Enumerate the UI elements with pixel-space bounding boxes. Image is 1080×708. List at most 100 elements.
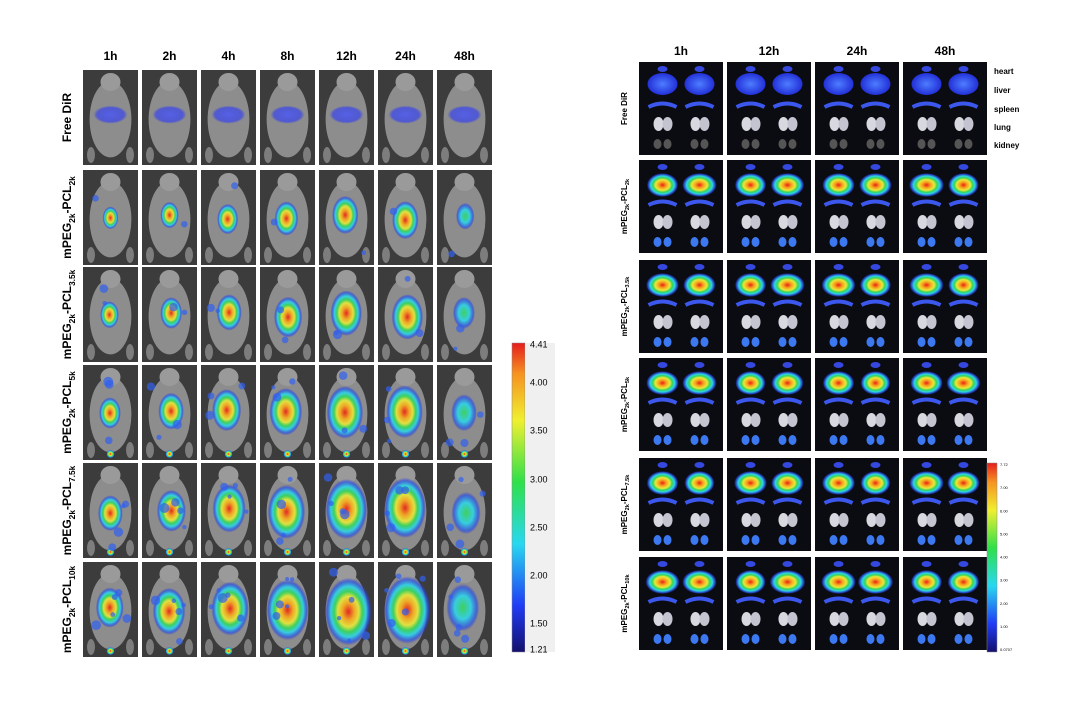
- lung: [875, 612, 886, 626]
- mouse-leg: [264, 344, 272, 360]
- mouse-leg: [87, 247, 95, 263]
- liver: [770, 273, 805, 297]
- row-label-part: mPEG: [620, 210, 629, 234]
- lung: [917, 117, 928, 131]
- lung: [662, 117, 673, 131]
- mouse-head: [100, 270, 121, 288]
- signal: [206, 303, 215, 312]
- signal: [110, 612, 116, 617]
- mouse-leg: [244, 442, 252, 458]
- mouse-head: [100, 565, 121, 583]
- kidney: [829, 535, 838, 545]
- lung: [875, 117, 886, 131]
- mouse-image: [260, 70, 315, 165]
- signal: [338, 371, 348, 380]
- row-label-part: 10k: [625, 573, 631, 583]
- row-label: mPEG2k-PCL5k: [60, 371, 77, 454]
- liver: [682, 173, 717, 197]
- spleen: [735, 397, 766, 405]
- heart: [694, 264, 705, 270]
- organ-image: [639, 358, 723, 451]
- heart: [745, 66, 756, 72]
- organ-label: heart: [994, 67, 1014, 76]
- signal: [146, 382, 156, 391]
- heart: [782, 362, 793, 368]
- kidney: [917, 435, 926, 445]
- kidney: [788, 634, 797, 644]
- heart: [657, 462, 668, 468]
- liver: [822, 371, 855, 395]
- organ-image: [727, 260, 811, 353]
- mouse-image: [260, 463, 315, 558]
- mouse-image: [142, 267, 197, 362]
- kidney: [700, 237, 709, 247]
- mouse-leg: [303, 247, 311, 263]
- signal: [105, 436, 113, 445]
- kidney: [751, 139, 760, 149]
- spleen: [735, 596, 766, 604]
- kidney: [653, 634, 662, 644]
- organ-label: kidney: [994, 141, 1020, 150]
- kidney: [690, 139, 699, 149]
- signal: [287, 476, 293, 482]
- kidney: [927, 139, 936, 149]
- liver: [823, 73, 854, 95]
- mouse-head: [159, 73, 180, 91]
- signal: [404, 275, 411, 282]
- heart: [782, 66, 793, 72]
- signal: [460, 548, 469, 556]
- kidney: [751, 237, 760, 247]
- spleen: [911, 497, 942, 505]
- signal: [447, 105, 482, 124]
- liver: [647, 73, 678, 95]
- mouse-head: [277, 73, 298, 91]
- mouse-image: [319, 170, 374, 265]
- kidney: [829, 634, 838, 644]
- lung: [829, 413, 840, 427]
- mouse-leg: [146, 247, 154, 263]
- signal: [386, 523, 396, 533]
- signal: [477, 411, 484, 418]
- kidney: [788, 535, 797, 545]
- mouse-leg: [146, 639, 154, 655]
- liver: [735, 570, 766, 594]
- signal: [175, 607, 183, 616]
- mouse-head: [454, 368, 475, 386]
- signal: [284, 604, 290, 609]
- kidney: [778, 237, 787, 247]
- kidney: [866, 337, 875, 347]
- signal: [415, 329, 424, 337]
- mouse-leg: [303, 442, 311, 458]
- mouse-leg: [244, 639, 252, 655]
- heart: [833, 164, 844, 170]
- kidney: [866, 535, 875, 545]
- mouse-image: [260, 170, 315, 265]
- liver: [734, 173, 767, 197]
- mouse-leg: [421, 344, 429, 360]
- mouse-leg: [441, 639, 449, 655]
- liver: [771, 371, 804, 395]
- signal: [401, 450, 410, 458]
- kidney: [954, 139, 963, 149]
- lung: [778, 413, 789, 427]
- mouse-leg: [205, 247, 213, 263]
- liver: [860, 471, 891, 495]
- mouse-leg: [244, 540, 252, 556]
- spleen: [684, 596, 715, 604]
- kidney: [690, 435, 699, 445]
- kidney: [839, 535, 848, 545]
- lung: [917, 215, 928, 229]
- mouse-head: [395, 73, 416, 91]
- colorbar-label: 1.21: [530, 644, 548, 654]
- signal: [455, 202, 475, 230]
- mouse-head: [218, 368, 239, 386]
- mouse-image: [142, 70, 197, 165]
- spleen: [911, 596, 942, 604]
- row-label: mPEG2k-PCL7.5k: [620, 474, 631, 535]
- signal: [159, 503, 170, 513]
- column-header: 12h: [759, 44, 780, 58]
- signal: [99, 284, 109, 293]
- lung: [787, 513, 798, 527]
- signal: [289, 577, 295, 582]
- mouse-leg: [146, 344, 154, 360]
